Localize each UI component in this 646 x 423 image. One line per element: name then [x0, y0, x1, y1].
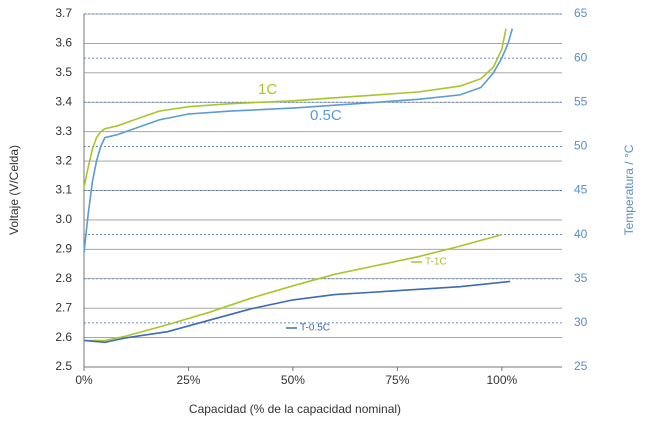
y-tick-label: 3.0	[55, 212, 72, 226]
x-tick-label: 0%	[75, 373, 93, 387]
y2-tick-label: 40	[574, 227, 588, 241]
y-tick-label: 2.5	[55, 359, 72, 373]
series-line	[83, 280, 511, 344]
y-tick-label: 2.9	[55, 242, 72, 256]
y-tick-label: 3.5	[55, 65, 72, 79]
y2-tick-label: 45	[574, 183, 588, 197]
series-label: T-1C	[425, 257, 447, 268]
x-tick-label: 50%	[281, 373, 305, 387]
y-tick-label: 3.3	[55, 124, 72, 138]
y-axis-title: Voltaje (V/Celda)	[7, 145, 21, 235]
y2-tick-label: 65	[574, 6, 588, 20]
series-line	[83, 28, 507, 188]
y-tick-label: 2.6	[55, 330, 72, 344]
y-tick-label: 3.6	[55, 36, 72, 50]
y2-tick-label: 30	[574, 315, 588, 329]
x-tick-label: 25%	[176, 373, 200, 387]
y2-tick-label: 55	[574, 94, 588, 108]
y-tick-label: 3.7	[55, 6, 72, 20]
x-tick-label: 75%	[385, 373, 409, 387]
y2-tick-label: 60	[574, 50, 588, 64]
series-label: 0.5C	[310, 107, 342, 124]
y-tick-label: 3.1	[55, 183, 72, 197]
series-line	[83, 28, 514, 253]
x-axis-title: Capacidad (% de la capacidad nominal)	[189, 402, 401, 416]
y2-axis-title: Temperatura / °C	[622, 144, 636, 235]
y2-tick-label: 35	[574, 271, 588, 285]
y-tick-label: 3.2	[55, 153, 72, 167]
y-tick-label: 2.7	[55, 300, 72, 314]
y-tick-label: 2.8	[55, 271, 72, 285]
series-label: 1C	[258, 81, 277, 98]
x-tick-label: 100%	[486, 373, 517, 387]
y2-tick-label: 25	[574, 359, 588, 373]
series-line	[84, 233, 503, 342]
series-label: T-0.5C	[300, 323, 330, 334]
y2-tick-label: 50	[574, 139, 588, 153]
y-tick-label: 3.4	[55, 94, 72, 108]
